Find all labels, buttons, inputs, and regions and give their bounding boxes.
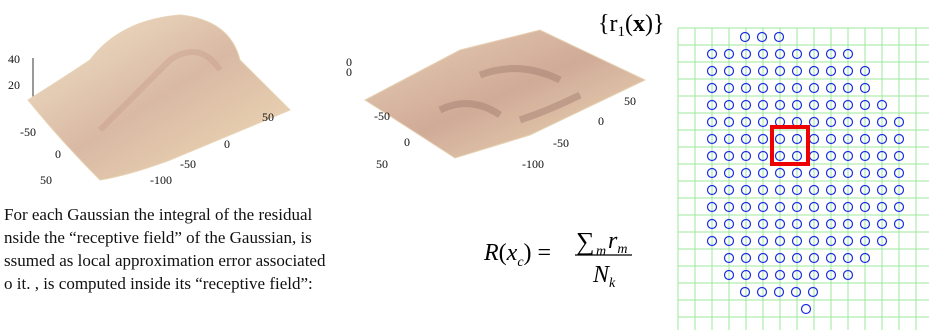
tick-label: 0: [55, 147, 61, 161]
tick-label: 40: [8, 52, 20, 66]
tick-label: -100: [150, 173, 172, 187]
grid-label: {r1(x)}: [598, 11, 665, 40]
sample-point: [741, 33, 750, 42]
tick-label: 50: [40, 173, 52, 187]
receptive-field-box: [772, 127, 808, 164]
svg-text:m: m: [596, 244, 606, 259]
tick-label: -50: [20, 125, 36, 139]
paragraph: For each Gaussian the integral of the re…: [4, 203, 325, 295]
sample-point: [802, 305, 811, 314]
surface-plot: 4020-50050500-50-100: [8, 15, 290, 187]
sample-grid: [678, 28, 929, 330]
svg-text:rm: rm: [608, 228, 627, 257]
tick-label: -50: [374, 109, 390, 123]
tick-label: -100: [522, 157, 544, 171]
svg-text:Nk: Nk: [592, 262, 616, 291]
svg-text:R(xc) =: R(xc) =: [483, 240, 551, 270]
slide: 4020-50050500-50-100 00-50050500-50-100 …: [0, 0, 929, 330]
text-line: nside the “receptive field” of the Gauss…: [4, 226, 325, 249]
text-line: ssumed as local approximation error asso…: [4, 249, 325, 272]
sample-point: [775, 33, 784, 42]
sample-point: [792, 288, 801, 297]
tick-label: -50: [553, 136, 569, 150]
svg-text:∑: ∑: [576, 227, 595, 256]
tick-label: 0: [598, 114, 604, 128]
text-line: o it. , is computed inside its “receptiv…: [4, 272, 325, 295]
tick-label: -50: [180, 157, 196, 171]
sample-point: [809, 288, 818, 297]
tick-label: 50: [624, 94, 636, 108]
tick-label: 0: [346, 65, 352, 79]
tick-label: 0: [404, 135, 410, 149]
formula: R(xc) = ∑ m rm Nk: [483, 227, 632, 291]
text-line: For each Gaussian the integral of the re…: [4, 203, 325, 226]
sample-point: [758, 33, 767, 42]
tick-label: 50: [376, 157, 388, 171]
tick-label: 0: [224, 137, 230, 151]
sample-point: [775, 288, 784, 297]
sample-point: [758, 288, 767, 297]
tick-label: 50: [262, 110, 274, 124]
sample-point: [741, 288, 750, 297]
tick-label: 20: [8, 78, 20, 92]
